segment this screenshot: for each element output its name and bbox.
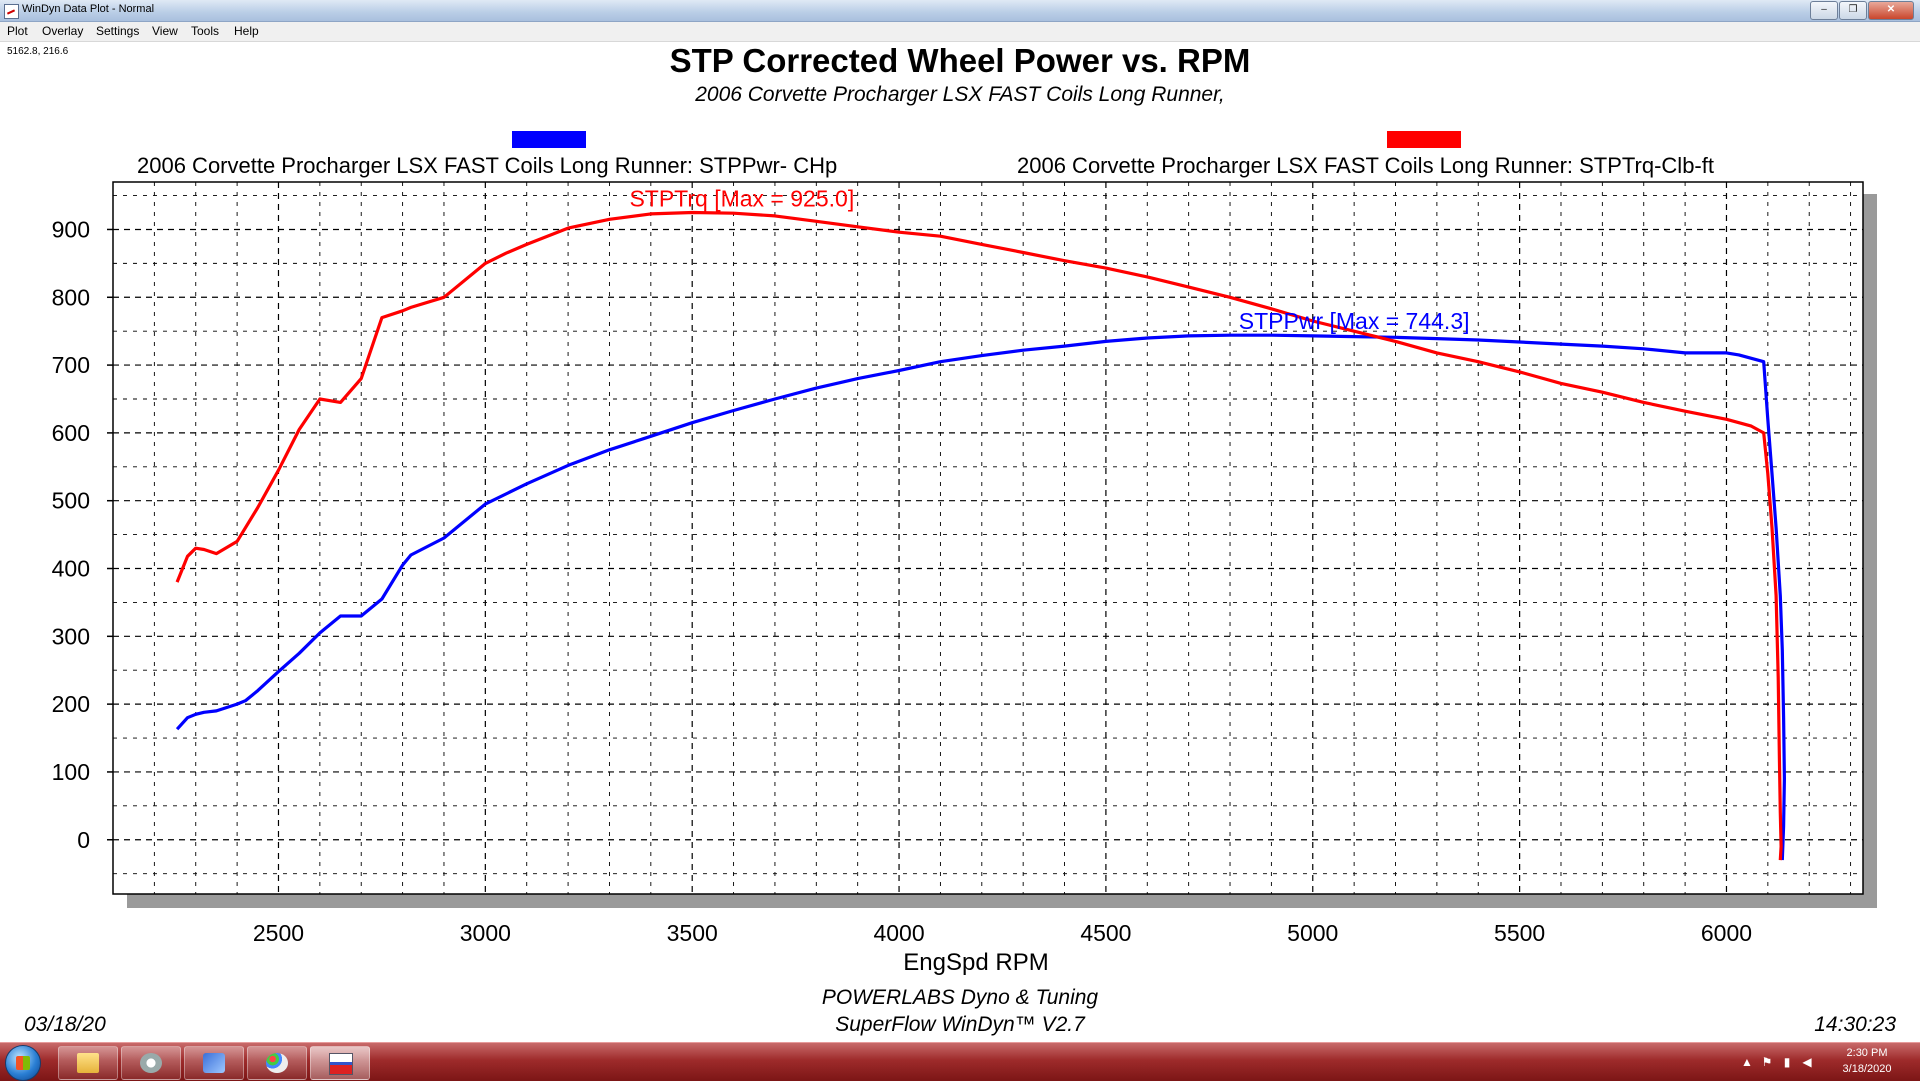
menu-bar: Plot Overlay Settings View Tools Help	[0, 22, 1920, 42]
window-controls: – ❐ ✕	[1810, 1, 1914, 20]
taskbar-palette[interactable]	[247, 1046, 307, 1080]
y-tick-label: 400	[52, 556, 90, 582]
annotation-stppwr: STPPwr [Max = 744.3]	[1239, 308, 1470, 334]
x-tick-label: 2500	[253, 920, 304, 946]
legend-swatch-torque	[1387, 131, 1461, 148]
menu-view[interactable]: View	[152, 24, 178, 38]
windows-logo-icon	[16, 1056, 30, 1070]
window-titlebar: WinDyn Data Plot - Normal – ❐ ✕	[0, 0, 1920, 22]
menu-tools[interactable]: Tools	[191, 24, 220, 38]
volume-icon[interactable]: ◀	[1802, 1055, 1812, 1069]
tick-labels: 0 100 200 300 400 500 600 700 800 900 2500 3000 3500…	[52, 216, 1752, 946]
footer-time: 14:30:23	[1814, 1013, 1896, 1036]
x-tick-label: 5000	[1287, 920, 1338, 946]
plot-area	[112, 181, 1864, 895]
paint-tool-icon	[140, 1053, 162, 1073]
y-tick-label: 800	[52, 284, 90, 310]
annotations: STPTrq [Max = 925.0] STPPwr [Max = 744.3]	[629, 186, 1469, 335]
start-button[interactable]	[5, 1045, 41, 1081]
y-tick-label: 700	[52, 352, 90, 378]
x-tick-label: 6000	[1701, 920, 1752, 946]
cursor-readout: 5162.8, 216.6	[7, 46, 69, 57]
y-tick-label: 600	[52, 420, 90, 446]
taskbar: ▲ ⚑ ▮ ◀ 2:30 PM 3/18/2020	[0, 1042, 1920, 1081]
paint-palette-icon	[266, 1053, 288, 1073]
x-tick-label: 3000	[460, 920, 511, 946]
footer-date: 03/18/20	[24, 1013, 106, 1036]
y-tick-label: 500	[52, 488, 90, 514]
x-axis-label: EngSpd RPM	[903, 949, 1048, 976]
legend-label-power: 2006 Corvette Procharger LSX FAST Coils …	[137, 153, 838, 178]
grid-lines	[113, 182, 1863, 894]
series-line-stppwr	[175, 333, 1787, 861]
chart-subtitle: 2006 Corvette Procharger LSX FAST Coils …	[695, 83, 1225, 106]
menu-overlay[interactable]: Overlay	[42, 24, 84, 38]
windyn-icon	[203, 1053, 225, 1073]
plot-viewer-icon	[329, 1053, 353, 1075]
menu-settings[interactable]: Settings	[96, 24, 140, 38]
taskbar-paint-tool[interactable]	[121, 1046, 181, 1080]
system-tray: ▲ ⚑ ▮ ◀ 2:30 PM 3/18/2020	[1660, 1043, 1920, 1081]
minimize-button[interactable]: –	[1810, 1, 1838, 20]
action-center-flag-icon[interactable]: ⚑	[1761, 1055, 1773, 1069]
legend-label-torque: 2006 Corvette Procharger LSX FAST Coils …	[1017, 153, 1714, 178]
x-tick-label: 4000	[873, 920, 924, 946]
x-tick-label: 4500	[1080, 920, 1131, 946]
x-tick-label: 5500	[1494, 920, 1545, 946]
annotation-stptrq: STPTrq [Max = 925.0]	[629, 186, 854, 212]
taskbar-explorer[interactable]	[58, 1046, 118, 1080]
chart-plot: 0 100 200 300 400 500 600 700 800 900 2500 3000 3500…	[52, 181, 1877, 976]
menu-plot[interactable]: Plot	[7, 24, 28, 38]
footer-company: POWERLABS Dyno & Tuning	[821, 986, 1099, 1009]
taskbar-windyn[interactable]	[184, 1046, 244, 1080]
window-title: WinDyn Data Plot - Normal	[22, 3, 155, 15]
close-button[interactable]: ✕	[1868, 1, 1914, 20]
restore-button[interactable]: ❐	[1839, 1, 1867, 20]
footer-software: SuperFlow WinDyn™ V2.7	[835, 1013, 1085, 1036]
power-icon[interactable]: ▮	[1783, 1055, 1791, 1069]
legend-swatch-power	[512, 131, 586, 148]
taskbar-plot-viewer[interactable]	[310, 1046, 370, 1080]
series-lines	[175, 210, 1787, 861]
y-tick-label: 300	[52, 623, 90, 649]
tray-clock-time[interactable]: 2:30 PM	[1846, 1047, 1888, 1059]
series-line-stptrq	[175, 210, 1783, 861]
menu-help[interactable]: Help	[234, 24, 259, 38]
folder-icon	[77, 1053, 99, 1073]
y-tick-label: 900	[52, 216, 90, 242]
x-tick-label: 3500	[667, 920, 718, 946]
y-tick-label: 100	[52, 759, 90, 785]
y-tick-label: 0	[77, 827, 90, 853]
y-tick-label: 200	[52, 691, 90, 717]
show-hidden-icons-icon[interactable]: ▲	[1741, 1055, 1753, 1069]
chart-title: STP Corrected Wheel Power vs. RPM	[669, 42, 1251, 79]
tray-clock-date[interactable]: 3/18/2020	[1842, 1063, 1892, 1075]
app-icon	[4, 4, 19, 19]
